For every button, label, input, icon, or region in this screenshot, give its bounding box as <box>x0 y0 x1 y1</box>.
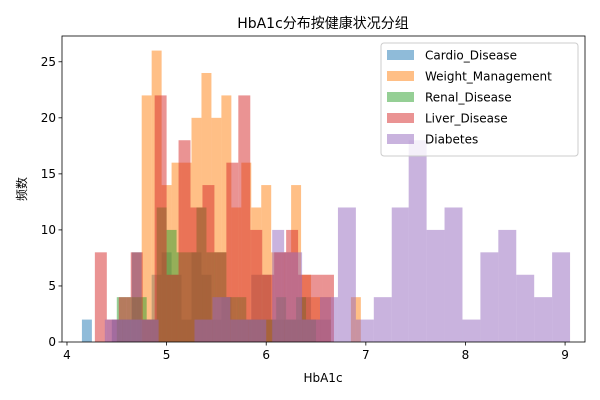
bar-liver-disease-9 <box>202 185 215 342</box>
legend-swatch <box>387 134 414 144</box>
bar-diabetes-9 <box>302 319 321 342</box>
y-axis-title: 频数 <box>14 177 29 201</box>
bar-diabetes-15 <box>408 140 427 342</box>
legend-swatch <box>387 50 414 60</box>
legend: Cardio_Disease Weight_Management Renal_Dis… <box>380 42 579 157</box>
legend-entry-diabetes: Diabetes <box>387 133 478 147</box>
bar-liver-disease-7 <box>178 140 191 342</box>
legend-entry-cardio-disease: Cardio_Disease <box>387 49 517 63</box>
y-tick-label: 5 <box>48 279 56 293</box>
legend-swatch <box>387 71 414 81</box>
bar-diabetes-16 <box>426 229 445 342</box>
bar-weight-management-12 <box>261 185 272 342</box>
axes-layer: 4 5 6 7 8 9 0 5 10 15 20 25 <box>41 55 569 362</box>
legend-entry-liver-disease: Liver_Disease <box>387 112 508 126</box>
bar-liver-disease-8 <box>190 207 203 342</box>
bar-diabetes-0 <box>104 319 123 342</box>
bar-diabetes-7 <box>272 229 285 342</box>
bar-diabetes-19 <box>480 252 499 342</box>
x-axis-title: HbA1c <box>303 371 342 385</box>
x-tick-label: 9 <box>561 348 569 362</box>
x-tick-label: 7 <box>362 348 370 362</box>
bars-layer <box>81 50 571 343</box>
legend-label: Renal_Disease <box>425 91 512 105</box>
legend-swatch <box>387 113 414 123</box>
bar-liver-disease-17 <box>298 274 311 342</box>
y-tick-label: 20 <box>41 111 56 125</box>
bar-diabetes-1 <box>122 319 141 342</box>
bar-diabetes-4 <box>212 297 231 342</box>
bar-diabetes-18 <box>462 319 481 342</box>
bar-diabetes-8 <box>284 252 303 342</box>
bar-liver-disease-5 <box>154 95 167 342</box>
bar-liver-disease-14 <box>262 274 275 342</box>
bar-weight-management-0 <box>141 95 152 342</box>
bar-diabetes-22 <box>534 297 553 342</box>
bar-diabetes-10 <box>320 297 338 342</box>
x-tick-label: 5 <box>163 348 171 362</box>
bar-liver-disease-3 <box>130 252 143 342</box>
series-diabetes <box>104 140 571 342</box>
bar-liver-disease-0 <box>94 252 107 342</box>
bar-diabetes-21 <box>516 274 535 342</box>
bar-diabetes-5 <box>230 319 249 342</box>
legend-swatch <box>387 92 414 102</box>
legend-entry-weight-management: Weight_Management <box>387 70 552 84</box>
bar-diabetes-3 <box>194 319 213 342</box>
bar-diabetes-12 <box>355 319 374 342</box>
bar-diabetes-2 <box>140 319 159 342</box>
bar-liver-disease-12 <box>238 95 251 342</box>
y-tick-label: 0 <box>48 335 56 349</box>
y-tick-label: 10 <box>41 223 56 237</box>
y-tick-label: 15 <box>41 167 56 181</box>
bar-diabetes-17 <box>444 207 463 342</box>
bar-liver-disease-13 <box>250 229 263 342</box>
legend-box <box>380 42 579 157</box>
bar-weight-management-7 <box>211 117 222 342</box>
legend-label: Weight_Management <box>425 70 552 84</box>
bar-liver-disease-11 <box>226 162 239 342</box>
bar-liver-disease-18 <box>310 274 322 342</box>
bar-cardio-disease-0 <box>81 319 92 342</box>
chart-title: HbA1c分布按健康状况分组 <box>237 15 409 32</box>
x-tick-label: 4 <box>63 348 71 362</box>
bar-diabetes-23 <box>552 252 571 342</box>
bar-diabetes-13 <box>373 297 392 342</box>
bar-diabetes-6 <box>248 319 267 342</box>
legend-label: Diabetes <box>425 133 478 147</box>
legend-label: Liver_Disease <box>425 112 508 126</box>
y-tick-label: 25 <box>41 55 56 69</box>
legend-entry-renal-disease: Renal_Disease <box>387 91 512 105</box>
x-tick-label: 6 <box>262 348 270 362</box>
legend-label: Cardio_Disease <box>425 49 517 63</box>
x-tick-label: 8 <box>462 348 470 362</box>
bar-liver-disease-6 <box>166 274 179 342</box>
bar-diabetes-20 <box>498 229 517 342</box>
plot-frame <box>61 35 586 343</box>
bar-diabetes-14 <box>391 207 409 342</box>
bar-diabetes-11 <box>337 207 356 342</box>
